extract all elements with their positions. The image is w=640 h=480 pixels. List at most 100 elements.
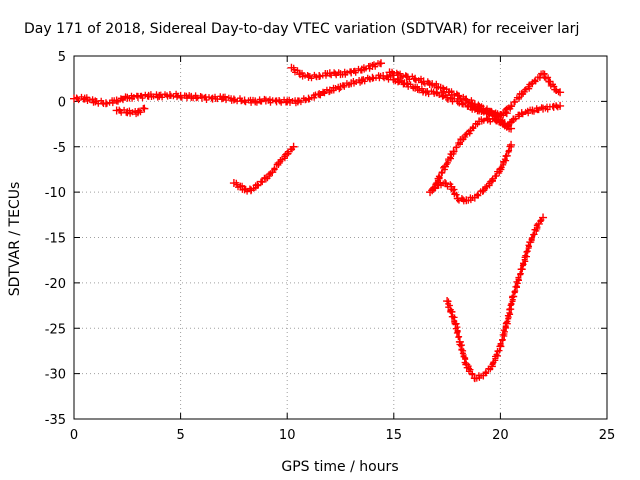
y-tick-label: -5 (53, 141, 66, 156)
data-point-trail (73, 93, 87, 104)
data-point-trail (456, 92, 469, 103)
series-arc9 (443, 213, 548, 383)
data-point-trail (503, 294, 516, 326)
data-point (556, 88, 565, 97)
data-point-trail (126, 92, 140, 102)
data-point (112, 96, 121, 105)
data-point-trail (553, 88, 562, 96)
y-tick-label: 5 (58, 50, 66, 65)
data-point-trail (264, 170, 274, 182)
data-point-trail (147, 91, 161, 101)
data-point (253, 180, 262, 189)
data-point-trail (497, 104, 514, 118)
data-point-trail (136, 105, 147, 116)
data-point (289, 142, 298, 151)
data-point-trail (456, 341, 469, 367)
series-arc2 (112, 104, 149, 118)
data-point-trail (537, 217, 545, 225)
data-point-trail (494, 117, 506, 127)
data-point-trail (452, 321, 463, 345)
data-point-trail (437, 179, 447, 189)
x-axis-ticks: 0 5 10 15 20 25 (70, 56, 615, 443)
y-tick-label: -30 (45, 368, 66, 383)
data-point-trail (285, 146, 296, 157)
data-point-trail (350, 65, 364, 76)
data-point (507, 124, 516, 133)
data-point-trail (212, 93, 225, 103)
data-point-trail (519, 239, 534, 272)
data-point-trail (421, 78, 433, 88)
y-axis-ticks: 5 0 -5 -10 -15 -20 -25 -30 -35 (45, 50, 607, 428)
data-point-trail (489, 343, 504, 368)
data-point (517, 109, 526, 118)
data-point-trail (520, 81, 534, 97)
series-arc6 (466, 70, 565, 119)
data-point (187, 92, 196, 101)
data-point-trail (317, 86, 333, 99)
data-point (140, 104, 149, 113)
data-point-trail (470, 103, 481, 113)
data-point-trail (360, 74, 374, 85)
series-arc3 (229, 142, 298, 195)
data-point-trail (126, 107, 140, 118)
data-point-trail (296, 95, 309, 106)
data-point-trail (510, 111, 523, 122)
data-point-trail (528, 222, 541, 244)
data-point-trail (222, 93, 235, 104)
data-point-trail (510, 266, 524, 300)
data-point-trail (434, 89, 449, 100)
data-point-trail (83, 94, 97, 106)
data-point (411, 74, 420, 83)
data-point (539, 213, 548, 222)
data-point-trail (276, 96, 289, 106)
x-axis-label: GPS time / hours (281, 459, 398, 475)
data-point-trail (265, 96, 279, 106)
chart-title: Day 171 of 2018, Sidereal Day-to-day VTE… (24, 21, 579, 37)
data-point-trail (456, 195, 467, 205)
y-tick-label: -20 (45, 277, 66, 292)
data-point-trail (482, 365, 494, 377)
series-arc8 (428, 140, 516, 205)
data-point-trail (477, 105, 491, 117)
data-point (315, 90, 324, 99)
data-point-trail (448, 308, 458, 326)
data-point (507, 140, 516, 149)
data-point-trail (190, 92, 204, 102)
y-tick-label: -25 (45, 322, 66, 337)
data-point (556, 101, 565, 110)
x-tick-label: 15 (386, 428, 403, 443)
x-tick-label: 25 (599, 428, 616, 443)
data-point-trail (497, 323, 510, 348)
data-point-trail (448, 88, 460, 98)
data-point-trail (242, 185, 253, 195)
y-tick-label: 0 (58, 95, 66, 110)
data-points (70, 59, 565, 383)
data-point (377, 59, 386, 68)
data-point-trail (242, 96, 256, 106)
y-axis-label: SDTVAR / TECUs (7, 182, 23, 297)
data-point-trail (519, 106, 534, 118)
y-tick-label: -15 (45, 232, 66, 247)
data-point-trail (286, 96, 299, 107)
data-point-trail (178, 92, 193, 102)
data-point-trail (253, 95, 268, 106)
data-point-trail (339, 80, 353, 90)
x-tick-label: 5 (176, 428, 184, 443)
x-tick-label: 0 (70, 428, 78, 443)
data-point-trail (389, 68, 400, 79)
data-point-trail (255, 174, 268, 189)
y-tick-label: -35 (45, 413, 66, 428)
data-point-trail (339, 68, 353, 78)
data-point-trail (233, 179, 241, 191)
data-point-trail (239, 182, 246, 193)
data-point-trail (469, 120, 481, 132)
data-point-trail (413, 75, 425, 86)
data-point-trail (328, 69, 342, 79)
y-tick-label: -10 (45, 186, 66, 201)
data-point-trail (460, 128, 473, 143)
data-point-trail (531, 104, 545, 115)
data-point-trail (115, 93, 129, 105)
x-tick-label: 20 (492, 428, 509, 443)
data-point-trail (397, 70, 409, 81)
